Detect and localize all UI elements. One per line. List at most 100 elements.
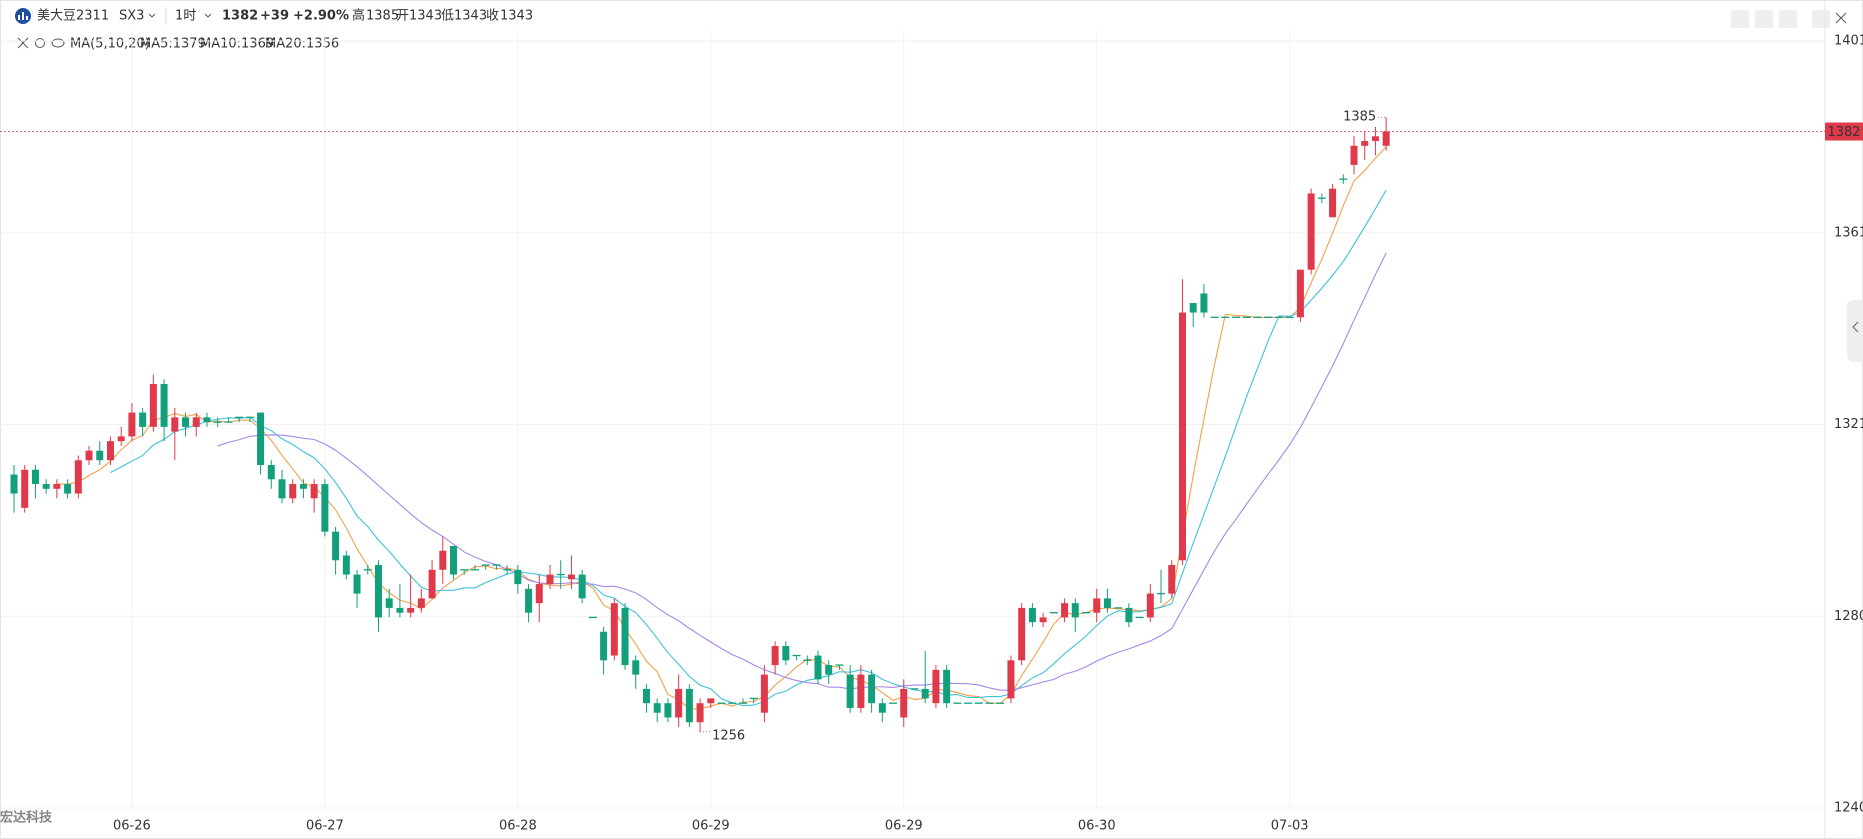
watermark: 宏达科技 xyxy=(0,810,53,826)
candle-body xyxy=(289,484,297,499)
candle-body xyxy=(578,574,586,599)
candle-body xyxy=(696,703,704,723)
candle-body xyxy=(1028,607,1036,623)
candle-body xyxy=(407,607,415,613)
candle-body xyxy=(85,450,93,461)
candle-body xyxy=(653,703,661,713)
candle-body xyxy=(53,484,61,489)
settings-icon[interactable] xyxy=(35,38,45,48)
candle-body xyxy=(814,655,822,680)
close-button[interactable] xyxy=(1835,12,1847,24)
candle-body xyxy=(514,569,522,585)
candle-body xyxy=(632,660,640,675)
candle-body xyxy=(160,384,168,427)
candle-body xyxy=(374,565,382,618)
candle-body xyxy=(1018,607,1026,661)
header-last: 1382 xyxy=(222,9,258,24)
candle-body xyxy=(182,417,190,427)
ma-legend: MA20:1356 xyxy=(265,37,339,52)
ma-line xyxy=(110,189,1387,707)
last-price-label: 1382 xyxy=(1827,125,1860,140)
header-period: 1时 xyxy=(175,9,196,24)
candle-body xyxy=(64,484,72,494)
candle-body xyxy=(825,665,833,675)
candle-body xyxy=(846,674,854,708)
candle-body xyxy=(1007,660,1015,699)
candle-body xyxy=(760,674,768,713)
candle-body xyxy=(1296,269,1304,318)
candle-body xyxy=(42,484,50,489)
candle-body xyxy=(610,603,618,656)
candle-body xyxy=(525,588,533,613)
candle-body xyxy=(149,384,157,427)
tool-button[interactable] xyxy=(1755,10,1773,28)
y-tick-label: 1401 xyxy=(1834,34,1863,49)
x-tick-label: 06-29 xyxy=(885,819,923,834)
candle-body xyxy=(1125,607,1133,623)
caret[interactable] xyxy=(148,13,156,18)
x-tick-label: 06-27 xyxy=(306,819,344,834)
candle-body xyxy=(1200,293,1208,313)
header-low-label: 低 xyxy=(441,9,454,24)
candle-body xyxy=(1168,565,1176,594)
header-close-label: 收 xyxy=(486,9,499,24)
candle-body xyxy=(171,417,179,432)
annotation: 1385 xyxy=(1343,110,1376,125)
candle-body xyxy=(675,688,683,718)
candle-body xyxy=(642,688,650,704)
candle-body xyxy=(1039,617,1047,623)
header-high: 1385 xyxy=(366,9,399,24)
close-icon[interactable] xyxy=(17,37,29,49)
candle-body xyxy=(1093,598,1101,613)
candle-body xyxy=(450,545,458,575)
candle-body xyxy=(921,688,929,699)
candle-body xyxy=(342,555,350,575)
candle-body xyxy=(1382,131,1390,146)
candle-body xyxy=(782,646,790,661)
candle-body xyxy=(932,669,940,704)
candle-body xyxy=(771,646,779,666)
candle-body xyxy=(321,484,329,532)
side-tab[interactable] xyxy=(1847,300,1863,362)
candle-body xyxy=(428,569,436,599)
y-tick-label: 1361 xyxy=(1834,225,1863,240)
header-change: +39 xyxy=(260,9,289,24)
candle-body xyxy=(567,574,575,580)
x-tick-label: 06-30 xyxy=(1078,819,1116,834)
candle-body xyxy=(139,412,147,427)
header-change-pct: +2.90% xyxy=(293,9,349,24)
eye-icon[interactable] xyxy=(51,38,65,48)
y-tick-label: 1240 xyxy=(1834,801,1863,816)
candle-body xyxy=(878,703,886,713)
annotation: 1256 xyxy=(712,728,745,743)
x-tick-label: 06-29 xyxy=(692,819,730,834)
caret[interactable] xyxy=(204,13,212,18)
x-tick-label: 07-03 xyxy=(1271,819,1309,834)
candle-body xyxy=(685,688,693,723)
candle-body xyxy=(621,607,629,666)
candle-body xyxy=(353,574,361,594)
candle-body xyxy=(1071,603,1079,618)
candle-body xyxy=(943,669,951,704)
candle-body xyxy=(117,436,125,442)
header-symbol: 美大豆2311 xyxy=(37,9,109,24)
header-low: 1343 xyxy=(454,9,487,24)
candle-body xyxy=(707,698,715,704)
tool-button[interactable] xyxy=(1812,10,1830,28)
tool-button[interactable] xyxy=(1731,10,1749,28)
x-tick-label: 06-26 xyxy=(113,819,151,834)
candle-body xyxy=(664,703,672,718)
candle-body xyxy=(106,441,114,461)
candle-body xyxy=(1350,145,1358,165)
candle-body xyxy=(1146,593,1154,618)
candle-body xyxy=(417,598,425,608)
candle-body xyxy=(1178,312,1186,561)
candle-body xyxy=(600,631,608,661)
candle-body xyxy=(535,584,543,604)
candle-body xyxy=(1189,303,1197,313)
candle-body xyxy=(1371,136,1379,142)
tool-button[interactable] xyxy=(1779,10,1797,28)
candle-body xyxy=(396,607,404,613)
ma-title: MA(5,10,20) xyxy=(70,37,150,52)
ma-legend: MA5:1379 xyxy=(140,37,206,52)
